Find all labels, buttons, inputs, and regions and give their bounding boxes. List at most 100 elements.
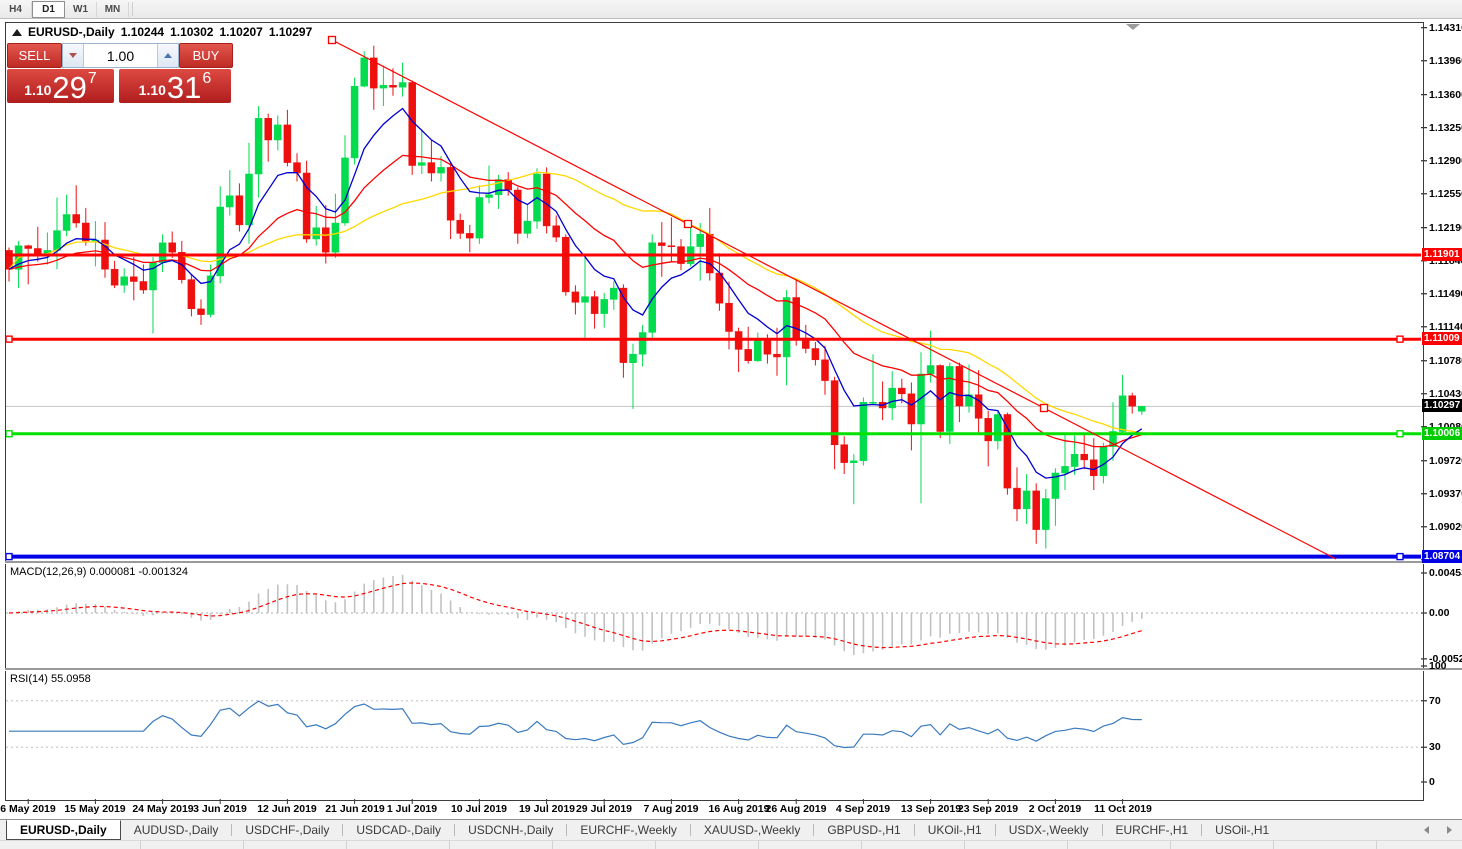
chart-tab-audusd-daily[interactable]: AUDUSD-,Daily: [133, 823, 219, 837]
date-axis-label: 23 Sep 2019: [957, 803, 1019, 815]
volume-decrease-button[interactable]: [63, 44, 84, 67]
chart-tab-usoil-h1[interactable]: USOil-,H1: [1215, 823, 1270, 837]
tab-divider: [689, 824, 691, 836]
price-axis-tick: 1.12550: [1429, 188, 1462, 200]
date-axis-label: 26 Aug 2019: [765, 803, 827, 815]
line-handle[interactable]: [1396, 552, 1404, 561]
rsi-line: [9, 700, 1142, 749]
tab-scroll-left-button[interactable]: [1418, 822, 1435, 838]
strip-separator: [861, 841, 862, 849]
strip-separator: [964, 841, 965, 849]
tab-divider: [342, 824, 344, 836]
tab-scroll-right-button[interactable]: [1441, 822, 1458, 838]
strip-separator: [1170, 841, 1171, 849]
price-badge: 1.10297: [1422, 399, 1462, 412]
timeframe-button-d1[interactable]: D1: [32, 0, 65, 18]
line-handle[interactable]: [5, 335, 13, 343]
volume-group: 1.00: [62, 43, 179, 68]
timeframe-button-w1[interactable]: W1: [65, 1, 97, 17]
spinner-up-icon: [164, 53, 172, 58]
rsi-axis-tick: 100: [1429, 660, 1447, 672]
line-handle[interactable]: [1396, 430, 1404, 438]
candles-layer: [6, 45, 1146, 549]
volume-increase-button[interactable]: [157, 44, 178, 67]
timeframe-button-mn[interactable]: MN: [97, 1, 129, 17]
date-axis-label: 13 Sep 2019: [900, 803, 962, 815]
date-axis-label: 16 Aug 2019: [708, 803, 770, 815]
timeframe-toolbar: H4 D1 W1 MN: [0, 0, 1462, 19]
tab-divider: [913, 824, 915, 836]
chart-tab-ukoil-h1[interactable]: UKOil-,H1: [927, 823, 982, 837]
ohlc-open: 1.10244: [120, 25, 165, 39]
buy-price-button[interactable]: 1.10 31 6: [119, 69, 231, 103]
trendline-handle[interactable]: [327, 35, 337, 45]
ohlc-close: 1.10297: [268, 25, 313, 39]
chart-tab-usdcnh-daily[interactable]: USDCNH-,Daily: [468, 823, 554, 837]
date-axis-label: 3 Jun 2019: [193, 803, 247, 815]
date-axis-label: 1 Jul 2019: [386, 803, 438, 815]
macd-signal-line: [8, 582, 1142, 649]
ohlc-high: 1.10302: [170, 25, 214, 39]
sell-price-prefix: 1.10: [24, 82, 52, 98]
buy-price-big: 31: [166, 70, 202, 105]
date-axis-label: 7 Aug 2019: [643, 803, 699, 815]
price-axis-tick: 1.09370: [1429, 488, 1462, 500]
date-axis-label: 29 Jul 2019: [575, 803, 633, 815]
chart-tab-usdx-weekly[interactable]: USDX-,Weekly: [1008, 823, 1089, 837]
date-axis-label: 10 Jul 2019: [450, 803, 508, 815]
price-axis-tick: 1.11140: [1429, 321, 1462, 333]
line-handle[interactable]: [1396, 335, 1404, 343]
medium-ma: [8, 154, 1142, 448]
strip-separator: [1273, 841, 1274, 849]
date-axis-label: 6 May 2019: [0, 803, 56, 815]
price-badge: 1.08704: [1422, 550, 1462, 563]
buy-button[interactable]: BUY: [179, 43, 233, 68]
volume-input[interactable]: 1.00: [106, 47, 135, 64]
price-axis-tick: 1.12190: [1429, 222, 1462, 234]
strip-separator: [449, 841, 450, 849]
trendline-handle[interactable]: [1039, 403, 1049, 413]
rsi-axis-tick: 30: [1429, 741, 1441, 753]
chart-tab-eurchf-h1[interactable]: EURCHF-,H1: [1115, 823, 1189, 837]
date-axis-label: 24 May 2019: [132, 803, 194, 815]
macd-axis-tick: -0.005205: [1429, 653, 1462, 665]
rsi-axis-tick: 0: [1429, 776, 1435, 788]
price-macd-splitter[interactable]: [5, 561, 1462, 564]
buy-price-prefix: 1.10: [138, 82, 166, 98]
date-axis-label: 11 Oct 2019: [1094, 803, 1152, 815]
status-strip: [0, 840, 1462, 849]
chart-tab-xauusd-weekly[interactable]: XAUUSD-,Weekly: [703, 823, 801, 837]
price-axis-tick: 1.13960: [1429, 55, 1462, 67]
price-axis-tick: 1.14310: [1429, 22, 1462, 34]
chart-tab-usdcad-daily[interactable]: USDCAD-,Daily: [356, 823, 442, 837]
tab-divider: [566, 824, 568, 836]
strip-separator: [346, 841, 347, 849]
chart-tab-eurchf-weekly[interactable]: EURCHF-,Weekly: [580, 823, 677, 837]
price-badge: 1.11901: [1422, 248, 1462, 261]
line-handle[interactable]: [5, 430, 13, 438]
chart-tab-gbpusd-h1[interactable]: GBPUSD-,H1: [827, 823, 901, 837]
trendline-object[interactable]: [331, 39, 1337, 560]
strip-separator: [1067, 841, 1068, 849]
macd-axis-tick: 0.004536: [1429, 567, 1462, 579]
trendline-handle[interactable]: [683, 219, 693, 229]
strip-separator: [1376, 841, 1377, 849]
price-axis-tick: 1.13600: [1429, 89, 1462, 101]
spinner-down-icon: [69, 53, 77, 58]
chart-tab-eurusd-daily[interactable]: EURUSD-,Daily: [6, 820, 121, 840]
tab-divider: [813, 824, 815, 836]
macd-rsi-splitter[interactable]: [5, 668, 1462, 671]
line-handle[interactable]: [5, 552, 13, 561]
chart-tab-usdchf-daily[interactable]: USDCHF-,Daily: [245, 823, 330, 837]
tab-divider: [1101, 824, 1103, 836]
sell-price-button[interactable]: 1.10 29 7: [7, 69, 114, 103]
date-axis-label: 12 Jun 2019: [257, 803, 317, 815]
tab-divider: [1201, 824, 1203, 836]
scroll-right-icon: [1447, 826, 1452, 834]
slow-ma: [8, 171, 1142, 434]
sell-button[interactable]: SELL: [7, 43, 62, 68]
price-axis-tick: 1.09720: [1429, 455, 1462, 467]
date-axis-label: 21 Jun 2019: [325, 803, 385, 815]
timeframe-button-h4[interactable]: H4: [0, 1, 32, 17]
